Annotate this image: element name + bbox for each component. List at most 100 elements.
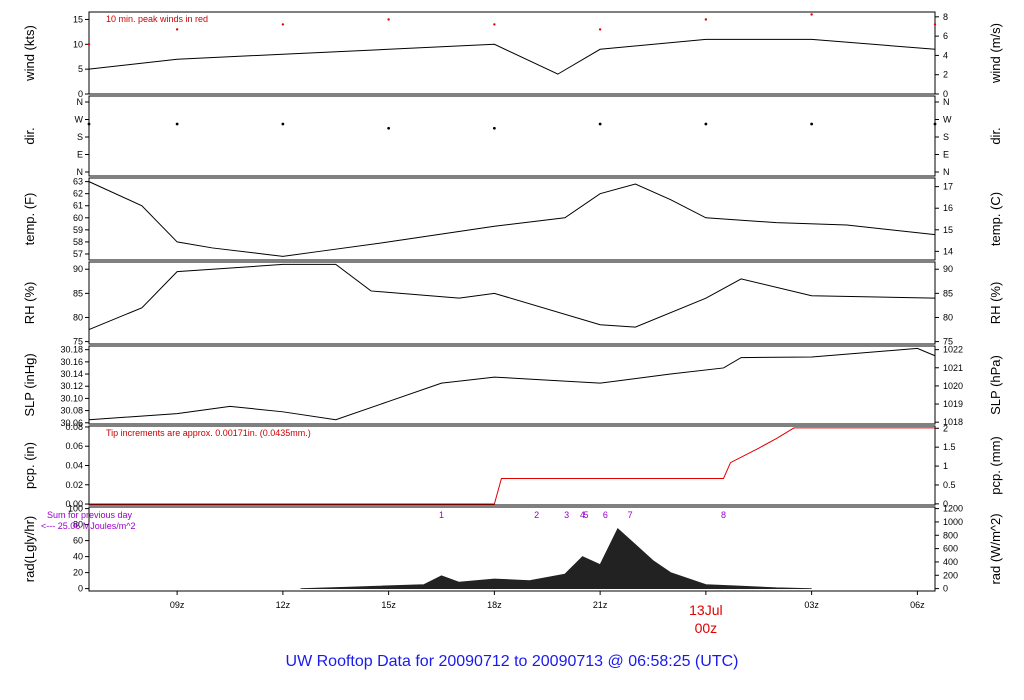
- wind-peak-point: [704, 18, 708, 21]
- pcp-right-tick-label: 2: [943, 423, 948, 433]
- wind-right-tick-label: 4: [943, 50, 948, 60]
- rad-event-marker: 5: [584, 510, 589, 520]
- dir-direction-point: [387, 126, 391, 130]
- pcp-right-tick-label: 0: [943, 499, 948, 509]
- wind-left-tick-label: 0: [78, 89, 83, 99]
- temp-right-tick-label: 15: [943, 225, 953, 235]
- dir-panel-frame: [88, 95, 936, 177]
- slp-right-tick-label: 1019: [943, 399, 963, 409]
- rh-left-axis-title: RH (%): [22, 282, 37, 325]
- slp-left-tick-label: 30.08: [60, 406, 83, 416]
- rh-series-line: [88, 263, 936, 330]
- pcp-right-tick-label: 0.5: [943, 480, 956, 490]
- temp-left-tick-label: 57: [73, 249, 83, 259]
- rad-event-marker: 1: [439, 510, 444, 520]
- dir-direction-point: [175, 122, 179, 126]
- x-axis-tick-label: 09z: [170, 600, 185, 610]
- pcp-right-tick-label: 1.5: [943, 442, 956, 452]
- dir-right-axis-title: dir.: [988, 127, 1003, 144]
- rh-right-axis-title: RH (%): [988, 282, 1003, 325]
- slp-left-tick-label: 30.14: [60, 369, 83, 379]
- rh-panel-frame: [88, 261, 936, 345]
- temp-left-tick-label: 61: [73, 201, 83, 211]
- slp-left-tick-label: 30.18: [60, 345, 83, 355]
- panel-series: [87, 13, 937, 589]
- time-axis: 09z 12z 15z 18z 21z 03z 06z 13Jul 00z: [170, 591, 925, 636]
- slp-left-axis-title: SLP (inHg): [22, 353, 37, 416]
- wind-left-tick-label: 5: [78, 64, 83, 74]
- slp-series-line: [88, 347, 936, 421]
- temp-left-tick-label: 59: [73, 225, 83, 235]
- wind-series-line: [88, 38, 936, 75]
- slp-left-tick-label: 30.06: [60, 418, 83, 428]
- temp-left-tick-label: 62: [73, 189, 83, 199]
- rad-event-marker: 8: [721, 510, 726, 520]
- rad-panel-frame: [88, 506, 936, 592]
- rad-left-tick-label: 80: [73, 520, 83, 530]
- slp-right-tick-label: 1018: [943, 417, 963, 427]
- wind-peak-point: [810, 13, 813, 16]
- chart-title: UW Rooftop Data for 20090712 to 20090713…: [286, 653, 739, 670]
- rad-right-axis-title: rad (W/m^2): [988, 513, 1003, 584]
- wind-peak-point: [87, 43, 91, 46]
- temp-left-tick-label: 58: [73, 237, 83, 247]
- x-axis-tick-label: 15z: [381, 600, 396, 610]
- wind-peak-point: [175, 28, 179, 31]
- slp-right-axis-title: SLP (hPa): [988, 355, 1003, 415]
- dir-direction-point: [492, 126, 496, 130]
- rh-right-tick-label: 75: [943, 337, 953, 347]
- x-axis-tick-label: 03z: [804, 600, 819, 610]
- rad-event-marker: 6: [603, 510, 608, 520]
- date-marker-day: 13Jul: [689, 602, 722, 618]
- wind-right-tick-label: 6: [943, 31, 948, 41]
- pcp-right-tick-label: 1: [943, 461, 948, 471]
- rad-right-tick-label: 800: [943, 530, 958, 540]
- pcp-left-tick-label: 0.06: [65, 441, 83, 451]
- rh-left-tick-label: 80: [73, 312, 83, 322]
- rad-right-tick-label: 200: [943, 570, 958, 580]
- wind-peak-point: [493, 23, 496, 26]
- temp-left-tick-label: 60: [73, 213, 83, 223]
- temp-series-line: [88, 181, 936, 257]
- temp-right-tick-label: 16: [943, 203, 953, 213]
- rh-right-tick-label: 85: [943, 288, 953, 298]
- rad-event-marker: 3: [564, 510, 569, 520]
- x-axis-tick-label: 21z: [593, 600, 608, 610]
- temp-left-tick-label: 63: [73, 177, 83, 187]
- dir-direction-point: [704, 122, 708, 126]
- wind-left-axis-title: wind (kts): [22, 25, 37, 82]
- rad-left-tick-label: 40: [73, 552, 83, 562]
- wind-peak-point: [933, 23, 937, 26]
- pcp-right-axis-title: pcp. (mm): [988, 436, 1003, 495]
- rad-left-axis-title: rad(Lgly/hr): [22, 516, 37, 582]
- dir-left-tick-label: E: [77, 150, 83, 160]
- dir-direction-point: [810, 122, 814, 126]
- rh-left-tick-label: 90: [73, 264, 83, 274]
- rad-event-marker: 4: [580, 510, 585, 520]
- dir-right-tick-label: E: [943, 150, 949, 160]
- dir-direction-point: [87, 122, 91, 126]
- rh-right-tick-label: 80: [943, 312, 953, 322]
- dir-left-tick-label: S: [77, 132, 83, 142]
- rad-right-tick-label: 400: [943, 557, 958, 567]
- wind-right-tick-label: 8: [943, 12, 948, 22]
- rad-annotation-line: <--- 25.06 MJoules/m^2: [41, 521, 136, 531]
- pcp-left-tick-label: 0.04: [65, 461, 83, 471]
- wind-annotation: 10 min. peak winds in red: [106, 14, 208, 24]
- slp-right-tick-label: 1022: [943, 345, 963, 355]
- wind-right-tick-label: 2: [943, 70, 948, 80]
- dir-direction-point: [598, 122, 602, 126]
- rad-left-tick-label: 100: [68, 504, 83, 514]
- rh-right-tick-label: 90: [943, 264, 953, 274]
- wind-right-tick-label: 0: [943, 89, 948, 99]
- rad-right-tick-label: 1200: [943, 504, 963, 514]
- rad-left-tick-label: 0: [78, 584, 83, 594]
- slp-left-tick-label: 30.12: [60, 381, 83, 391]
- temp-right-tick-label: 17: [943, 182, 953, 192]
- slp-left-tick-label: 30.16: [60, 357, 83, 367]
- temp-left-axis-title: temp. (F): [22, 193, 37, 246]
- temp-panel-frame: [88, 177, 936, 261]
- rad-series-area: [300, 527, 812, 589]
- temp-right-tick-label: 14: [943, 246, 953, 256]
